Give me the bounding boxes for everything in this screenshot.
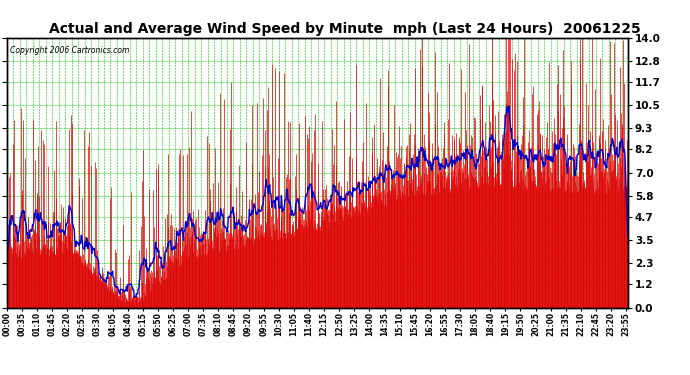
- Text: Actual and Average Wind Speed by Minute  mph (Last 24 Hours)  20061225: Actual and Average Wind Speed by Minute …: [49, 22, 641, 36]
- Text: Copyright 2006 Cartronics.com: Copyright 2006 Cartronics.com: [10, 46, 130, 55]
